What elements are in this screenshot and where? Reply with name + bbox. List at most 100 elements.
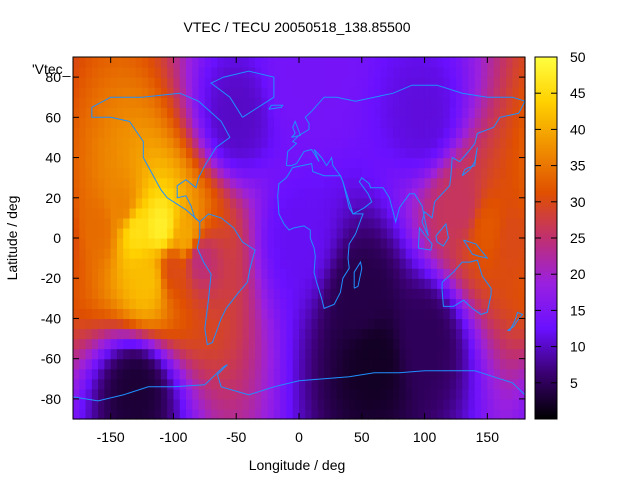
- heatmap-cell: [142, 398, 149, 410]
- heatmap-cell: [167, 197, 175, 209]
- heatmap-cell: [79, 258, 87, 269]
- heatmap-cell: [98, 87, 105, 98]
- heatmap-cell: [286, 197, 294, 209]
- heatmap-cell: [223, 378, 231, 390]
- heatmap-cell: [481, 177, 488, 189]
- heatmap-cell: [424, 87, 432, 98]
- heatmap-cell: [116, 167, 124, 179]
- heatmap-cell: [179, 157, 187, 169]
- heatmap-cell: [487, 207, 495, 219]
- heatmap-cell: [324, 157, 331, 169]
- heatmap-cell: [449, 248, 457, 259]
- heatmap-cell: [481, 398, 488, 410]
- heatmap-cell: [242, 318, 250, 330]
- heatmap-cell: [186, 268, 193, 279]
- heatmap-cell: [437, 67, 444, 78]
- heatmap-cell: [418, 197, 426, 209]
- heatmap-cell: [280, 117, 288, 128]
- heatmap-cell: [154, 107, 162, 118]
- heatmap-cell: [349, 378, 357, 390]
- heatmap-cell: [355, 408, 363, 420]
- heatmap-cell: [292, 87, 300, 98]
- heatmap-cell: [386, 348, 394, 360]
- heatmap-cell: [85, 67, 93, 78]
- heatmap-cell: [273, 177, 281, 189]
- heatmap-cell: [148, 308, 156, 320]
- heatmap-cell: [223, 408, 231, 420]
- heatmap-cell: [211, 308, 218, 320]
- heatmap-cell: [512, 288, 520, 299]
- heatmap-cell: [236, 187, 244, 199]
- heatmap-cell: [211, 107, 218, 118]
- heatmap-cell: [380, 298, 388, 309]
- heatmap-cell: [349, 127, 357, 139]
- heatmap-cell: [324, 388, 331, 400]
- heatmap-cell: [123, 197, 131, 209]
- heatmap-cell: [167, 298, 175, 309]
- heatmap-cell: [342, 328, 350, 340]
- heatmap-cell: [342, 238, 350, 249]
- heatmap-cell: [255, 117, 262, 128]
- heatmap-cell: [236, 167, 244, 179]
- heatmap-cell: [142, 298, 149, 309]
- heatmap-cell: [468, 308, 476, 320]
- heatmap-cell: [493, 197, 501, 209]
- heatmap-cell: [311, 177, 319, 189]
- heatmap-cell: [487, 217, 495, 229]
- heatmap-cell: [418, 308, 426, 320]
- heatmap-cell: [135, 197, 143, 209]
- heatmap-cell: [518, 187, 526, 199]
- heatmap-cell: [248, 298, 256, 309]
- heatmap-cell: [481, 187, 488, 199]
- heatmap-cell: [236, 288, 244, 299]
- heatmap-cell: [349, 67, 357, 78]
- heatmap-cell: [198, 308, 206, 320]
- heatmap-cell: [248, 248, 256, 259]
- heatmap-cell: [116, 288, 124, 299]
- heatmap-cell: [286, 67, 294, 78]
- heatmap-cell: [512, 197, 520, 209]
- heatmap-cell: [393, 358, 401, 370]
- heatmap-cell: [518, 227, 526, 239]
- heatmap-cell: [380, 107, 388, 118]
- heatmap-cell: [518, 77, 526, 88]
- heatmap-cell: [412, 298, 419, 309]
- heatmap-cell: [324, 167, 331, 179]
- heatmap-cell: [255, 227, 262, 239]
- heatmap-cell: [368, 378, 375, 390]
- heatmap-cell: [229, 408, 237, 420]
- heatmap-cell: [292, 268, 300, 279]
- heatmap-cell: [267, 238, 275, 249]
- heatmap-cell: [142, 258, 149, 269]
- heatmap-cell: [110, 328, 118, 340]
- heatmap-cell: [148, 288, 156, 299]
- heatmap-cell: [142, 97, 149, 108]
- heatmap-cell: [424, 408, 432, 420]
- heatmap-cell: [380, 318, 388, 330]
- heatmap-cell: [179, 177, 187, 189]
- heatmap-cell: [305, 97, 313, 108]
- heatmap-cell: [336, 127, 344, 139]
- heatmap-cell: [393, 67, 401, 78]
- heatmap-cell: [73, 197, 80, 209]
- heatmap-cell: [462, 298, 470, 309]
- heatmap-cell: [135, 328, 143, 340]
- heatmap-cell: [110, 268, 118, 279]
- heatmap-cell: [481, 67, 488, 78]
- heatmap-cell: [336, 348, 344, 360]
- heatmap-cell: [129, 147, 137, 159]
- heatmap-cell: [217, 398, 225, 410]
- heatmap-cell: [154, 67, 162, 78]
- heatmap-cell: [499, 288, 507, 299]
- heatmap-cell: [91, 308, 99, 320]
- heatmap-cell: [493, 207, 501, 219]
- heatmap-cell: [405, 248, 413, 259]
- heatmap-cell: [481, 328, 488, 340]
- heatmap-cell: [405, 328, 413, 340]
- heatmap-cell: [192, 268, 200, 279]
- heatmap-cell: [229, 248, 237, 259]
- heatmap-cell: [506, 67, 514, 78]
- heatmap-cell: [361, 328, 369, 340]
- heatmap-cell: [79, 268, 87, 279]
- heatmap-cell: [311, 368, 319, 380]
